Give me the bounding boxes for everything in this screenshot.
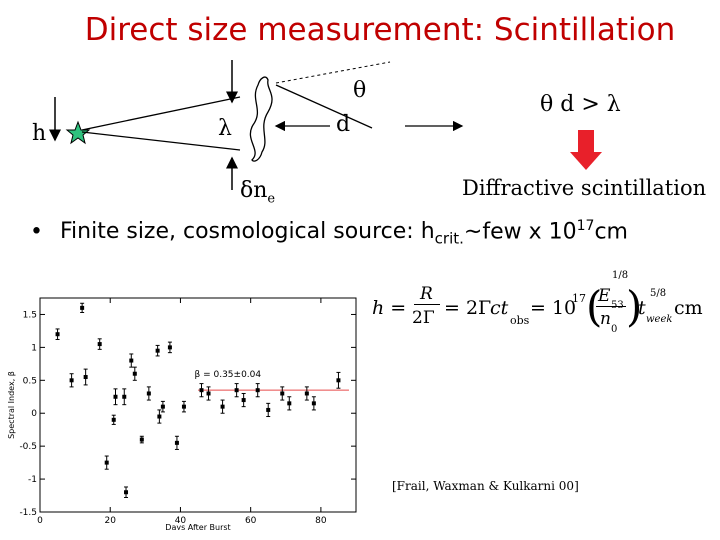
red-arrow-shaft	[578, 130, 594, 152]
x-tick-label: 0	[37, 516, 43, 526]
data-point	[113, 394, 118, 399]
label-theta: θ	[353, 78, 367, 103]
slide-title: Direct size measurement: Scintillation	[84, 12, 676, 48]
data-point	[206, 391, 211, 396]
x-tick-label: 20	[104, 516, 116, 526]
data-point	[132, 371, 137, 376]
scintillation-diagram	[49, 60, 602, 190]
x-tick-label: 80	[315, 516, 327, 526]
fit-annotation: β = 0.35±0.04	[194, 370, 261, 380]
dashed-ray	[275, 61, 391, 84]
y-tick-label: 1	[31, 343, 37, 353]
data-point	[234, 388, 239, 393]
label-diffractive: Diffractive scintillation	[462, 176, 707, 200]
data-point	[266, 407, 271, 412]
data-point	[80, 305, 85, 310]
y-tick-label: -1	[28, 475, 37, 485]
label-delta-ne: δne	[240, 178, 276, 207]
x-axis-label: Days After Burst	[165, 523, 230, 530]
data-point	[181, 404, 186, 409]
data-point	[287, 401, 292, 406]
data-point	[167, 345, 172, 350]
citation: [Frail, Waxman & Kulkarni 00]	[392, 479, 579, 493]
spectral-index-chart: 0 20 40 60 80 -1.5 -1 -0.5 0 0.5 1 1.5 Days After Bu…	[7, 297, 357, 530]
data-point	[97, 342, 102, 347]
y-tick-label: -0.5	[19, 442, 37, 452]
data-point	[199, 388, 204, 393]
label-h: h	[32, 121, 47, 146]
ray-lower	[81, 131, 241, 151]
data-point	[157, 414, 162, 419]
y-tick-label: 0	[31, 409, 37, 419]
bullet-dot: •	[30, 219, 43, 245]
data-point	[69, 378, 74, 383]
y-tick-label: -1.5	[19, 508, 37, 518]
data-point	[55, 332, 60, 337]
data-point	[311, 401, 316, 406]
data-point	[129, 358, 134, 363]
ray-to-observer	[275, 84, 373, 129]
data-point	[304, 391, 309, 396]
data-point	[174, 440, 179, 445]
ray-upper	[81, 96, 241, 131]
data-point	[111, 417, 116, 422]
star-icon	[65, 120, 91, 145]
data-point	[124, 490, 129, 495]
data-point	[122, 394, 127, 399]
x-tick-label: 60	[245, 516, 257, 526]
y-tick-label: 1.5	[23, 310, 37, 320]
red-arrow-icon	[570, 152, 602, 170]
data-point	[83, 375, 88, 380]
data-point	[336, 378, 341, 383]
plot-frame	[39, 297, 357, 513]
data-point	[139, 437, 144, 442]
size-formula: h = R 2Γ = 2Γ ct obs = 10 17 ( E 53 n 0 …	[372, 270, 703, 335]
data-point	[280, 391, 285, 396]
y-axis-label: Spectral Index, β	[7, 371, 16, 439]
label-lambda: λ	[218, 116, 232, 141]
x-tick-label: 40	[175, 516, 187, 526]
data-point	[220, 404, 225, 409]
data-point	[160, 404, 165, 409]
data-point	[155, 348, 160, 353]
data-point	[255, 388, 260, 393]
bullet-point: • Finite size, cosmological source: hcri…	[30, 218, 628, 248]
label-condition: θ d > λ	[540, 92, 621, 117]
scattering-screen	[249, 76, 273, 162]
data-point	[104, 460, 109, 465]
y-tick-label: 0.5	[23, 376, 37, 386]
label-d: d	[336, 112, 351, 137]
data-point	[146, 391, 151, 396]
data-point	[241, 398, 246, 403]
